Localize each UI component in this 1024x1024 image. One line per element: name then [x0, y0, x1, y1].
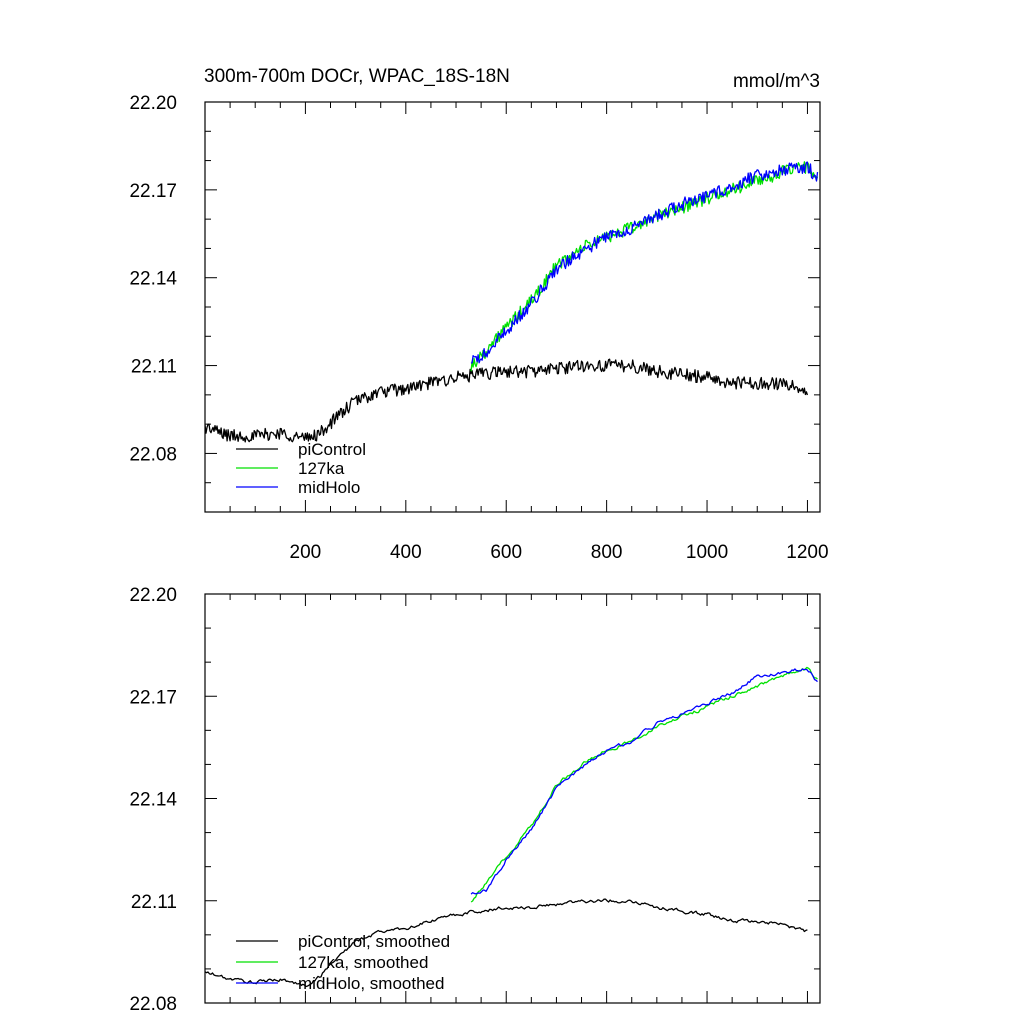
- y-tick-label: 22.20: [129, 585, 177, 606]
- y-tick-label: 22.11: [131, 892, 177, 913]
- series-line-127ka-smoothed: [470, 666, 818, 903]
- axes-group: 22.08 22.11 22.14 22.17 22.20 200 400 600 800 100…: [129, 93, 828, 563]
- units-label: mmol/m^3: [733, 71, 820, 92]
- x-tick-label: 400: [390, 542, 422, 563]
- series-group: [205, 666, 818, 988]
- series-line-midholo: [470, 161, 819, 364]
- x-tick-label: 1200: [786, 542, 828, 563]
- y-tick-label: 22.14: [129, 269, 177, 290]
- legend-label: midHolo: [298, 478, 360, 497]
- legend-label: 127ka, smoothed: [298, 953, 428, 972]
- bottom-chart-panel: 22.08 22.11 22.14 22.17 22.20 piControl, smo…: [129, 585, 821, 1015]
- top-chart-panel: 300m-700m DOCr, WPAC_18S-18N mmol/m^3 22…: [129, 66, 828, 563]
- legend-label: piControl: [298, 440, 366, 459]
- y-tick-label: 22.20: [129, 93, 177, 114]
- y-tick-label: 22.14: [129, 790, 177, 811]
- x-tick-label: 600: [490, 542, 522, 563]
- x-tick-label: 1000: [686, 542, 728, 563]
- series-group: [205, 161, 819, 443]
- series-line-picontrol-smoothed: [205, 898, 808, 988]
- y-tick-label: 22.17: [129, 181, 177, 202]
- chart-title: 300m-700m DOCr, WPAC_18S-18N: [204, 66, 510, 87]
- legend-label: piControl, smoothed: [298, 932, 450, 951]
- legend-label: midHolo, smoothed: [298, 974, 444, 993]
- axes-group: 22.08 22.11 22.14 22.17 22.20: [129, 585, 821, 1015]
- y-tick-label: 22.11: [131, 357, 177, 378]
- series-line-127ka: [470, 161, 819, 372]
- legend-label: 127ka: [298, 459, 345, 478]
- series-line-midholo-smoothed: [470, 668, 818, 895]
- x-tick-label: 800: [591, 542, 623, 563]
- x-tick-label: 200: [290, 542, 322, 563]
- series-line-picontrol: [205, 358, 809, 443]
- y-tick-label: 22.17: [129, 687, 177, 708]
- legend: piControl, smoothed 127ka, smoothed midHol…: [236, 932, 450, 993]
- y-tick-label: 22.08: [129, 444, 177, 465]
- y-tick-label: 22.08: [129, 994, 177, 1015]
